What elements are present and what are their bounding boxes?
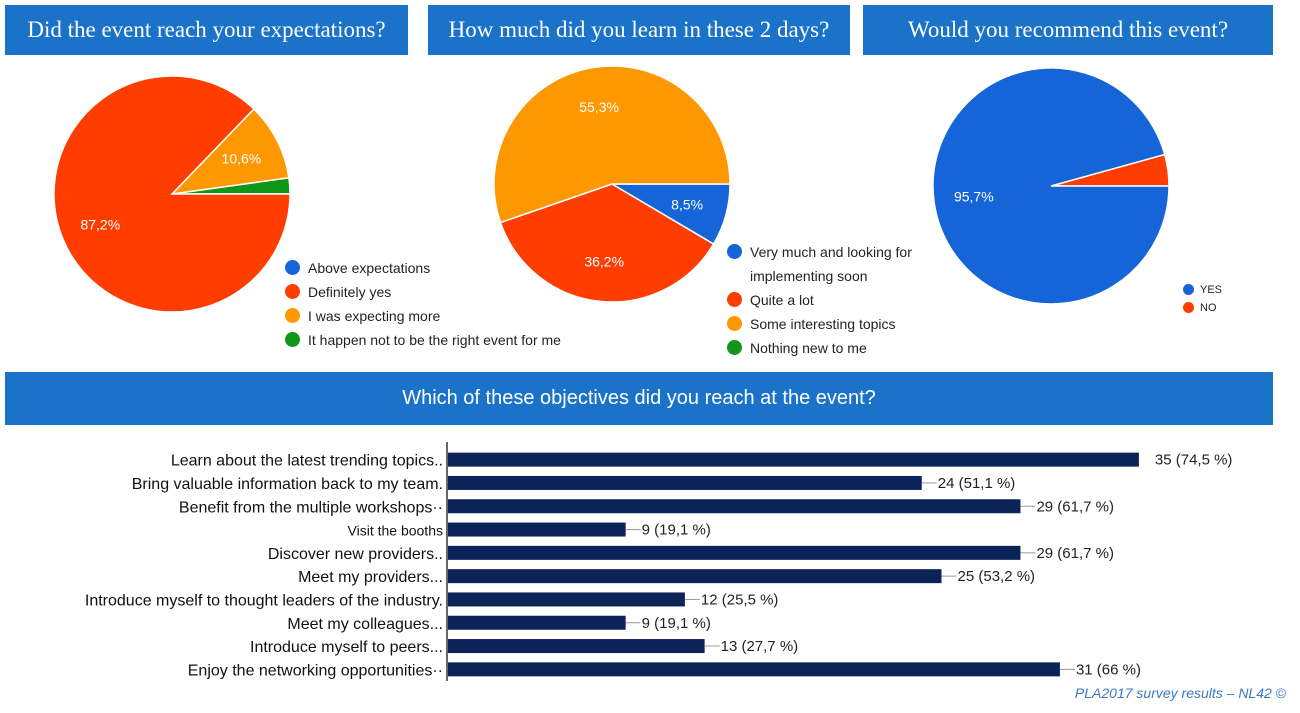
bar-category-label: Meet my providers...	[298, 569, 443, 586]
recommend-legend: YES NO	[1183, 281, 1253, 317]
pie-slice	[53, 75, 291, 313]
bar-value-label: 9 (19,1 %)	[642, 522, 711, 539]
bar-value-label: 31 (66 %)	[1076, 661, 1141, 678]
legend-swatch-icon	[285, 284, 300, 299]
bar	[448, 545, 1021, 560]
question-1-header: Did the event reach your expectations?	[5, 5, 408, 55]
objectives-title: Which of these objectives did you reach …	[402, 387, 876, 409]
bar-category-label: Introduce myself to peers...	[250, 639, 443, 656]
bar	[448, 499, 1021, 514]
bar-value-label: 24 (51,1 %)	[938, 475, 1016, 492]
recommend-pie-chart: 95,7%	[932, 67, 1170, 305]
legend-item: Quite a lot	[727, 288, 937, 312]
question-1-title: Did the event reach your expectations?	[27, 17, 386, 42]
bar	[448, 452, 1139, 467]
bar-category-label: Meet my colleagues...	[287, 616, 443, 633]
bar-value-label: 29 (61,7 %)	[1036, 498, 1114, 515]
legend-label: Some interesting topics	[750, 316, 896, 332]
legend-swatch-icon	[1183, 284, 1194, 295]
legend-item: Nothing new to me	[727, 336, 937, 360]
question-2-title: How much did you learn in these 2 days?	[448, 17, 830, 42]
legend-swatch-icon	[727, 244, 742, 259]
legend-swatch-icon	[727, 340, 742, 355]
legend-swatch-icon	[1183, 302, 1194, 313]
bar	[448, 639, 705, 654]
pie-slice-label: 87,2%	[80, 216, 120, 232]
bar	[448, 475, 922, 490]
legend-swatch-icon	[285, 332, 300, 347]
legend-item: Some interesting topics	[727, 312, 937, 336]
objectives-header: Which of these objectives did you reach …	[5, 372, 1273, 425]
bar-value-label: 9 (19,1 %)	[642, 615, 711, 632]
bar	[448, 592, 685, 607]
legend-swatch-icon	[285, 308, 300, 323]
bar-value-label: 13 (27,7 %)	[721, 638, 799, 655]
legend-swatch-icon	[727, 316, 742, 331]
bar-category-label: Discover new providers..	[268, 546, 443, 563]
learning-legend: Very much and looking for implementing s…	[727, 240, 937, 360]
legend-label: Definitely yes	[308, 284, 392, 300]
objectives-bar-chart: Learn about the latest trending topics..…	[85, 442, 1233, 681]
expectations-legend: Above expectations Definitely yes I was ex…	[285, 256, 585, 352]
legend-label: Very much and looking for implementing s…	[750, 244, 912, 284]
question-3-title: Would you recommend this event?	[907, 17, 1229, 42]
legend-label: YES	[1200, 284, 1223, 296]
pie-slice-label: 95,7%	[954, 188, 994, 204]
legend-swatch-icon	[727, 292, 742, 307]
footer-credit: PLA2017 survey results – NL42 ©	[1074, 685, 1286, 701]
legend-label: It happen not to be the right event for …	[308, 332, 561, 348]
bar-value-label: 12 (25,5 %)	[701, 591, 779, 608]
bar-value-label: 25 (53,2 %)	[958, 568, 1036, 585]
pie-slice-label: 55,3%	[579, 99, 619, 115]
legend-item: Definitely yes	[285, 280, 585, 304]
bar-category-label: Learn about the latest trending topics..	[171, 453, 443, 470]
bar	[448, 569, 942, 584]
legend-label: NO	[1200, 302, 1217, 314]
question-2-header: How much did you learn in these 2 days?	[428, 5, 850, 55]
bar	[448, 662, 1060, 677]
learning-pie-chart: 8,5% 36,2% 55,3%	[493, 65, 731, 303]
bar-category-label: Introduce myself to thought leaders of t…	[85, 592, 443, 609]
bar-category-label: Enjoy the networking opportunities··	[188, 662, 443, 679]
question-3-header: Would you recommend this event?	[863, 5, 1273, 55]
legend-label: Nothing new to me	[750, 340, 867, 356]
legend-label: I was expecting more	[308, 308, 441, 324]
pie-slice-label: 8,5%	[671, 197, 703, 213]
bar-category-label: Benefit from the multiple workshops··	[179, 499, 443, 516]
bar-value-label: 35 (74,5 %)	[1155, 452, 1233, 469]
pie-slice	[169, 107, 290, 196]
legend-item: It happen not to be the right event for …	[285, 328, 585, 352]
legend-item: Very much and looking for implementing s…	[727, 240, 937, 288]
bar-category-label: Visit the booths	[348, 523, 443, 539]
pie-slice	[493, 65, 731, 224]
legend-item: NO	[1183, 299, 1253, 317]
bar	[448, 522, 626, 537]
expectations-pie-chart: 10,6% 87,2%	[53, 75, 291, 313]
pie-slice	[932, 67, 1170, 305]
bar-value-label: 29 (61,7 %)	[1036, 545, 1114, 562]
pie-slice	[499, 183, 715, 303]
legend-item: Above expectations	[285, 256, 585, 280]
legend-label: Quite a lot	[750, 292, 814, 308]
bar	[448, 615, 626, 630]
legend-label: Above expectations	[308, 260, 431, 276]
pie-slice-label: 10,6%	[222, 151, 262, 167]
legend-swatch-icon	[285, 260, 300, 275]
legend-item: YES	[1183, 281, 1253, 299]
legend-item: I was expecting more	[285, 304, 585, 328]
bar-category-label: Bring valuable information back to my te…	[132, 476, 443, 493]
pie-slice-label: 36,2%	[584, 253, 624, 269]
